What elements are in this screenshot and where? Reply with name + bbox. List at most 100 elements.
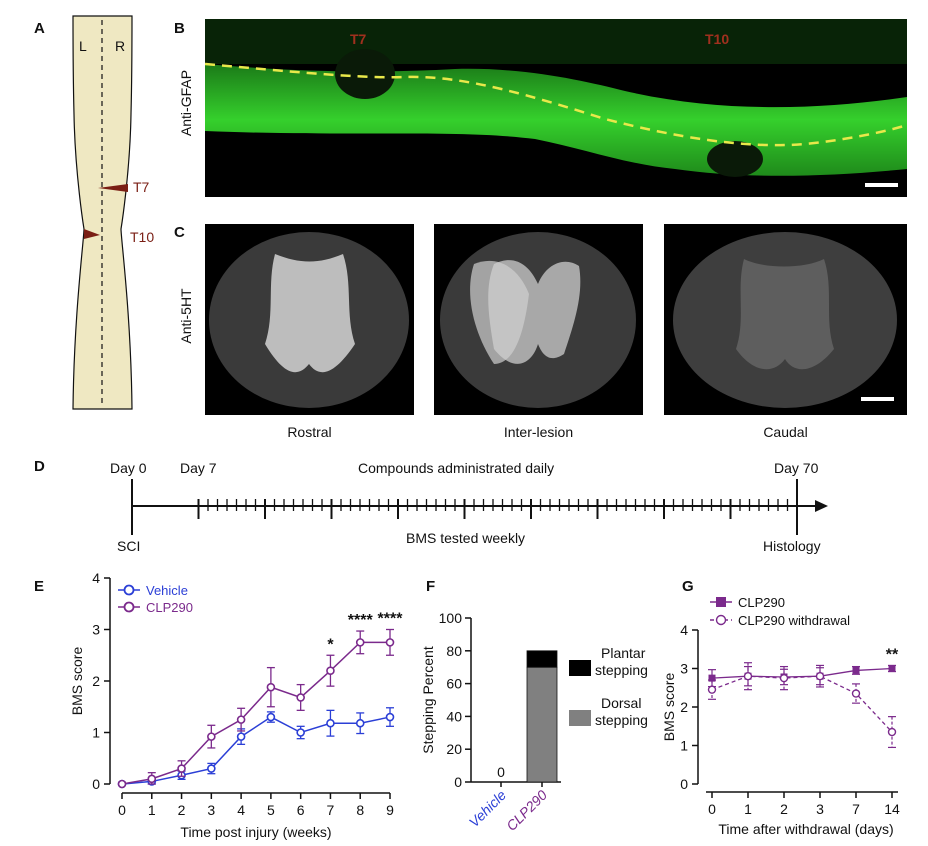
y-tick-label: 3 xyxy=(92,622,100,638)
timeline-arrow xyxy=(815,500,828,512)
data-point xyxy=(266,712,276,722)
data-point xyxy=(888,665,896,672)
y-axis-label: BMS score xyxy=(661,673,677,742)
y-tick-label: 40 xyxy=(446,708,462,724)
lesion-t7 xyxy=(335,49,395,99)
x-tick-label: 7 xyxy=(852,801,860,817)
x-tick-label: 3 xyxy=(816,801,824,817)
data-point xyxy=(296,693,305,702)
y-tick-label: 1 xyxy=(92,725,100,741)
x-tick-label: 6 xyxy=(297,802,305,818)
timeline: Day 0 Day 7 Compounds administrated dail… xyxy=(110,460,828,554)
data-point xyxy=(207,764,216,773)
x-tick-label: 1 xyxy=(148,802,156,818)
x-tick-label: 2 xyxy=(780,801,788,817)
data-point xyxy=(385,712,395,722)
section-image-inter-lesion xyxy=(434,224,643,415)
daily-ticks xyxy=(197,499,789,519)
y-tick-label: 2 xyxy=(92,673,100,689)
x-tick-label: 0 xyxy=(118,802,126,818)
panel-label-a: A xyxy=(34,20,45,37)
data-point xyxy=(117,779,127,789)
data-point xyxy=(743,671,753,681)
significance-marker: ** xyxy=(886,646,899,663)
bar-plantar-stepping xyxy=(526,650,558,668)
x-tick-label: Vehicle xyxy=(466,787,510,831)
y-tick-label: 60 xyxy=(446,676,462,692)
panel-label-c: C xyxy=(174,224,185,241)
y-tick-label: 20 xyxy=(446,741,462,757)
panel-label-g: G xyxy=(682,578,694,595)
label-bms-weekly: BMS tested weekly xyxy=(406,530,525,546)
legend-marker xyxy=(715,614,727,626)
data-point xyxy=(177,764,186,773)
section-label-rostral: Rostral xyxy=(287,424,332,440)
y-tick-label: 4 xyxy=(92,570,100,586)
chart-bms-score-withdrawal: 0 1 2 3 4 0 1 2 3 7 14 Time after withdrawal (days)… xyxy=(661,595,900,837)
x-tick-label: 3 xyxy=(207,802,215,818)
panel-label-b: B xyxy=(174,20,185,37)
legend-label: Vehicle xyxy=(146,583,188,598)
data-point xyxy=(207,732,216,741)
x-tick-label: 5 xyxy=(267,802,275,818)
central-canal-line xyxy=(205,62,907,147)
x-tick-label: 4 xyxy=(237,802,245,818)
data-point xyxy=(385,638,395,647)
data-point xyxy=(851,689,861,698)
bar-value-label: 0 xyxy=(497,764,505,780)
data-point xyxy=(852,666,860,674)
lesion-marker-t7 xyxy=(98,184,128,192)
scale-bar xyxy=(865,183,898,187)
significance-marker: **** xyxy=(378,611,404,628)
gfap-image: T7 T10 xyxy=(205,19,907,197)
data-point xyxy=(326,718,335,728)
panel-label-f: F xyxy=(426,578,436,595)
y-tick-label: 0 xyxy=(454,774,462,790)
upper-tissue xyxy=(205,19,907,64)
label-t7: T7 xyxy=(133,179,150,195)
data-point xyxy=(236,715,246,724)
legend-swatch xyxy=(569,660,591,676)
label-t7: T7 xyxy=(350,31,367,47)
label-day70: Day 70 xyxy=(774,460,819,476)
legend-label: Plantar xyxy=(601,645,646,661)
data-point xyxy=(707,685,717,694)
legend-swatch xyxy=(569,710,591,726)
y-tick-label: 4 xyxy=(680,622,688,638)
y-tick-label: 3 xyxy=(680,661,688,677)
data-point xyxy=(355,718,365,728)
legend-marker xyxy=(716,597,726,607)
data-point xyxy=(236,732,246,741)
x-tick-label: 8 xyxy=(356,802,364,818)
chart-bms-score-weeks: 0 1 2 3 4 0 1 2 3 4 5 6 7 8 9 Time post injury (weeks) B… xyxy=(69,570,404,840)
x-tick-label: 9 xyxy=(386,802,394,818)
y-tick-label: 0 xyxy=(680,776,688,792)
label-t10: T10 xyxy=(705,31,729,47)
data-point xyxy=(708,674,716,682)
legend-label: CLP290 withdrawal xyxy=(738,613,850,628)
y-tick-label: 100 xyxy=(439,610,463,626)
lesion-marker-t10 xyxy=(84,229,100,239)
label-t10: T10 xyxy=(130,229,154,245)
significance-marker: **** xyxy=(348,612,374,629)
data-point xyxy=(887,727,897,737)
section-image-rostral xyxy=(205,224,414,415)
label-left: L xyxy=(79,38,87,54)
gray-matter xyxy=(736,259,834,370)
legend-label: stepping xyxy=(595,662,648,678)
label-day7: Day 7 xyxy=(180,460,217,476)
stain-label-5ht: Anti-5HT xyxy=(178,288,194,344)
gray-matter xyxy=(265,254,355,373)
section-label-inter-lesion: Inter-lesion xyxy=(503,424,574,440)
series-line-withdrawal xyxy=(711,675,893,733)
data-point xyxy=(266,682,276,692)
data-point xyxy=(355,638,365,647)
panel-label-e: E xyxy=(34,578,45,595)
series-line-clp290 xyxy=(121,641,390,785)
cord-tissue xyxy=(205,64,907,176)
legend-marker xyxy=(123,584,135,596)
panel-label-d: D xyxy=(34,458,45,475)
significance-marker: * xyxy=(327,636,334,653)
legend-label: CLP290 xyxy=(738,595,785,610)
